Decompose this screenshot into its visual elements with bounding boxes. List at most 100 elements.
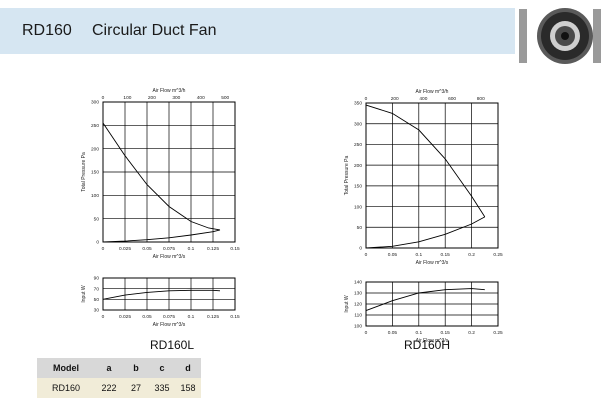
x-tick-label: 0.05 xyxy=(142,246,152,252)
table-cell: 335 xyxy=(149,378,175,398)
plot-frame xyxy=(365,102,499,249)
x-top-tick-label: 400 xyxy=(197,95,205,101)
x-axis-label: Air Flow m^3/s xyxy=(153,254,186,260)
x-top-tick-label: 200 xyxy=(391,96,399,102)
model-title: RD160 xyxy=(22,22,72,39)
x-tick-label: 0.1 xyxy=(188,314,195,320)
y-tick-label: 70 xyxy=(94,286,100,292)
chart-label-rd160h: RD160H xyxy=(404,338,451,352)
series-line xyxy=(365,216,486,249)
x-tick-label: 0.075 xyxy=(163,314,175,320)
x-tick-label: 0.1 xyxy=(188,246,195,252)
table-header: c xyxy=(149,358,175,378)
x-tick-label: 0.05 xyxy=(142,314,152,320)
series-line xyxy=(365,288,485,312)
product-title: Circular Duct Fan xyxy=(92,22,217,39)
y-tick-label: 90 xyxy=(94,276,100,282)
x-tick-label: 0.2 xyxy=(468,330,475,336)
plot-frame xyxy=(102,101,236,243)
y-tick-label: 120 xyxy=(354,302,362,308)
y-tick-label: 250 xyxy=(91,123,99,129)
x-tick-label: 0.25 xyxy=(493,330,503,336)
y-axis-label: Total Pressure Pa xyxy=(344,156,350,196)
x-tick-label: 0.15 xyxy=(230,246,240,252)
x-tick-label: 0.2 xyxy=(468,252,475,258)
x-top-axis-label: Air Flow m^3/h xyxy=(416,89,449,95)
y-tick-label: 200 xyxy=(354,163,362,169)
x-top-tick-label: 300 xyxy=(172,95,180,101)
plot-frame xyxy=(102,277,236,311)
x-top-tick-label: 100 xyxy=(123,95,131,101)
y-tick-label: 50 xyxy=(94,216,100,222)
x-tick-label: 0.15 xyxy=(441,330,451,336)
dimensions-table: Model a b c d RD160 222 27 335 158 xyxy=(37,358,201,398)
x-tick-label: 0 xyxy=(102,246,105,252)
series-line xyxy=(102,289,221,300)
chart-label-rd160l: RD160L xyxy=(150,338,195,352)
y-tick-label: 110 xyxy=(354,313,362,319)
y-tick-label: 350 xyxy=(354,101,362,107)
table-header: d xyxy=(175,358,201,378)
x-tick-label: 0.1 xyxy=(415,252,422,258)
x-axis-label: Air Flow m^3/s xyxy=(416,260,449,266)
y-tick-label: 50 xyxy=(94,297,100,303)
y-tick-label: 0 xyxy=(96,240,99,246)
x-tick-label: 0.05 xyxy=(388,330,398,336)
y-tick-label: 0 xyxy=(359,246,362,252)
x-top-axis-label: Air Flow m^3/h xyxy=(153,88,186,94)
table-cell: RD160 xyxy=(37,378,95,398)
x-tick-label: 0.075 xyxy=(163,246,175,252)
y-tick-label: 130 xyxy=(354,291,362,297)
y-tick-label: 300 xyxy=(91,100,99,106)
x-tick-label: 0.05 xyxy=(388,252,398,258)
y-tick-label: 200 xyxy=(91,146,99,152)
fan-product-image xyxy=(515,5,605,67)
y-axis-label: Input W xyxy=(344,295,350,313)
y-tick-label: 50 xyxy=(357,225,363,231)
y-tick-label: 150 xyxy=(354,184,362,190)
x-tick-label: 0 xyxy=(365,252,368,258)
x-top-tick-label: 400 xyxy=(419,96,427,102)
x-tick-label: 0 xyxy=(365,330,368,336)
y-tick-label: 250 xyxy=(354,142,362,148)
x-tick-label: 0.25 xyxy=(493,252,503,258)
x-tick-label: 0.15 xyxy=(230,314,240,320)
x-axis-label: Air Flow m^3/s xyxy=(416,338,449,344)
y-tick-label: 300 xyxy=(354,121,362,127)
table-cell: 222 xyxy=(95,378,123,398)
x-top-tick-label: 0 xyxy=(365,96,368,102)
x-tick-label: 0.025 xyxy=(119,314,131,320)
x-top-tick-label: 500 xyxy=(221,95,229,101)
x-tick-label: 0.125 xyxy=(207,314,219,320)
series-line xyxy=(365,104,486,218)
x-tick-label: 0.125 xyxy=(207,246,219,252)
y-tick-label: 100 xyxy=(354,324,362,330)
series-line xyxy=(102,122,221,231)
table-header: Model xyxy=(37,358,95,378)
x-top-tick-label: 0 xyxy=(102,95,105,101)
table-header: a xyxy=(95,358,123,378)
table-cell: 27 xyxy=(123,378,149,398)
x-axis-label: Air Flow m^3/s xyxy=(153,322,186,328)
x-top-tick-label: 600 xyxy=(448,96,456,102)
y-tick-label: 100 xyxy=(91,193,99,199)
header-banner xyxy=(0,8,605,54)
y-tick-label: 100 xyxy=(354,204,362,210)
y-axis-label: Total Pressure Pa xyxy=(81,152,87,192)
table-cell: 158 xyxy=(175,378,201,398)
x-top-tick-label: 800 xyxy=(477,96,485,102)
table-row: RD160 222 27 335 158 xyxy=(37,378,201,398)
x-tick-label: 0.1 xyxy=(415,330,422,336)
table-header: b xyxy=(123,358,149,378)
plot-frame xyxy=(365,281,499,327)
y-tick-label: 30 xyxy=(94,308,100,314)
x-tick-label: 0 xyxy=(102,314,105,320)
series-line xyxy=(102,229,221,243)
x-tick-label: 0.025 xyxy=(119,246,131,252)
y-axis-label: Input W xyxy=(81,285,87,303)
table-header-row: Model a b c d xyxy=(37,358,201,378)
y-tick-label: 140 xyxy=(354,280,362,286)
x-tick-label: 0.15 xyxy=(441,252,451,258)
x-top-tick-label: 200 xyxy=(148,95,156,101)
